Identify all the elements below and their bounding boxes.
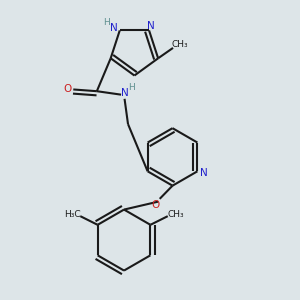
Text: H: H <box>128 83 135 92</box>
Text: N: N <box>110 22 117 33</box>
Text: H: H <box>103 18 110 27</box>
Text: CH₃: CH₃ <box>171 40 188 49</box>
Text: N: N <box>121 88 128 98</box>
Text: O: O <box>64 85 72 94</box>
Text: H₃C: H₃C <box>64 210 81 219</box>
Text: N: N <box>200 168 208 178</box>
Text: O: O <box>151 200 159 210</box>
Text: N: N <box>147 21 155 31</box>
Text: CH₃: CH₃ <box>167 210 184 219</box>
